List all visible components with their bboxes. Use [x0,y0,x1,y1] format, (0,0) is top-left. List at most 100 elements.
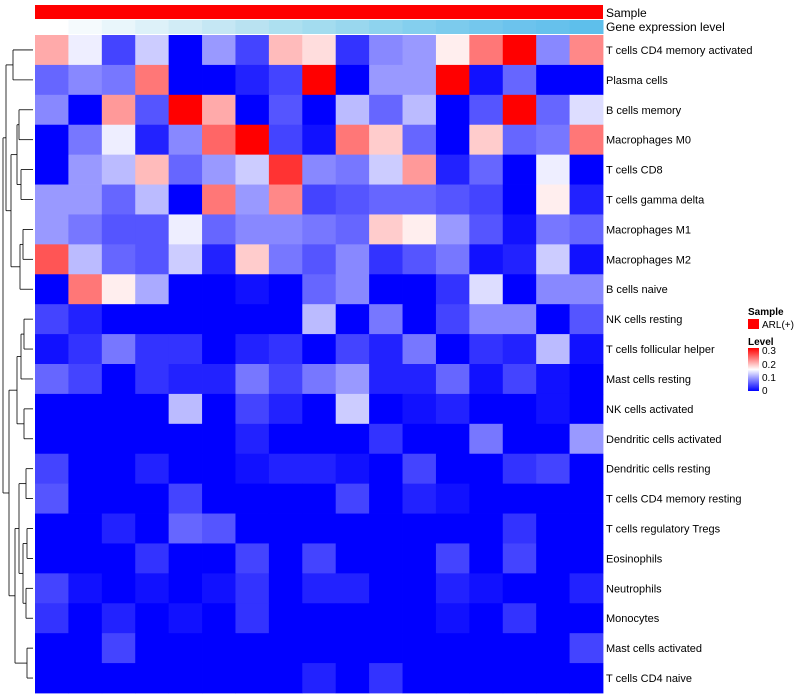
heatmap-cell [168,35,203,66]
heatmap-cell [202,663,236,694]
heatmap-cell [35,543,69,574]
heatmap-cell [302,274,337,305]
heatmap-cell [68,603,103,634]
heatmap-cell [302,633,337,664]
row-label: T cells CD4 naive [606,673,692,685]
heatmap-cell [235,453,270,485]
gene-expression-annotation-cell [569,20,604,34]
heatmap-cell [502,35,537,66]
heatmap-cell [135,393,170,425]
heatmap-cell [68,35,103,66]
heatmap-cell [268,304,303,335]
heatmap-cell [268,274,303,305]
heatmap-cell [536,513,570,544]
heatmap-cell [35,513,69,544]
heatmap-cell [335,573,370,604]
heatmap-cell [536,393,570,425]
row-label: Plasma cells [606,75,668,87]
row-label: Dendritic cells activated [606,434,722,446]
row-label: T cells CD8 [606,165,663,177]
heatmap-cell [35,154,69,185]
heatmap-cell [402,423,437,455]
heatmap-cell [402,64,437,96]
heatmap-cell [569,334,604,365]
heatmap-cell [302,423,337,455]
heatmap-cell [135,364,170,395]
heatmap-cell [569,423,604,455]
heatmap-cell [435,64,470,96]
heatmap-cell [369,304,403,335]
heatmap-cell [101,603,136,634]
heatmap-cell [369,543,403,574]
heatmap-cell [302,35,337,66]
heatmap-cell [469,513,504,544]
heatmap-cell [35,663,69,694]
heatmap-cell [435,364,470,395]
heatmap-cell [536,94,570,126]
heatmap-cell [68,304,103,335]
heatmap-cell [235,573,270,604]
heatmap-cell [536,423,570,455]
heatmap-cell [469,633,504,664]
heatmap-cell [502,304,537,335]
gene-expression-annotation-cell [536,20,571,34]
gene-expression-annotation-cell [435,20,470,34]
heatmap-cell [569,543,604,574]
heatmap-cell [502,244,537,275]
heatmap-cell [435,244,470,275]
heatmap-cell [268,543,303,574]
heatmap-cell [369,513,403,544]
heatmap-cell [435,663,470,694]
heatmap-cell [168,334,203,365]
heatmap-cell [402,334,437,365]
heatmap-cell [135,124,170,156]
heatmap-cell [402,244,437,275]
heatmap-cell [135,543,170,574]
heatmap-cell [536,64,570,96]
heatmap-cell [369,154,403,185]
heatmap-cell [202,274,236,305]
heatmap-cell [235,244,270,275]
heatmap-cell [302,304,337,335]
heatmap-cell [469,453,504,485]
heatmap-cell [302,64,337,96]
heatmap-cell [369,423,403,455]
heatmap-cell [202,244,236,275]
heatmap-cell [435,214,470,245]
heatmap-cell [235,364,270,395]
heatmap-cell [202,573,236,604]
heatmap-cell [369,603,403,634]
heatmap-cell [135,244,170,275]
heatmap-cell [235,154,270,185]
heatmap-cell [402,94,437,126]
heatmap-cell [268,633,303,664]
heatmap-cell [369,184,403,215]
row-label: NK cells resting [606,314,682,326]
gene-expression-annotation-cell [469,20,504,34]
heatmap-cell [402,304,437,335]
heatmap-cell [502,124,537,156]
heatmap-cell [335,124,370,156]
heatmap-cell [569,663,604,694]
row-label: Macrophages M2 [606,254,691,266]
heatmap-cell [502,214,537,245]
heatmap-cell [235,35,270,66]
row-label: T cells follicular helper [606,344,715,356]
heatmap-cell [435,453,470,485]
heatmap-cell [402,483,437,514]
heatmap-cell [569,603,604,634]
heatmap-cell [369,124,403,156]
heatmap-cell [369,633,403,664]
heatmap-cell [335,663,370,694]
heatmap-cell [168,184,203,215]
heatmap-cell [435,304,470,335]
heatmap-cell [502,393,537,425]
heatmap-cell [268,364,303,395]
heatmap-cell [536,483,570,514]
heatmap-cell [435,35,470,66]
heatmap-cell [202,124,236,156]
heatmap-cell [469,603,504,634]
heatmap-cell [502,274,537,305]
heatmap-cell [469,334,504,365]
heatmap-cell [502,64,537,96]
